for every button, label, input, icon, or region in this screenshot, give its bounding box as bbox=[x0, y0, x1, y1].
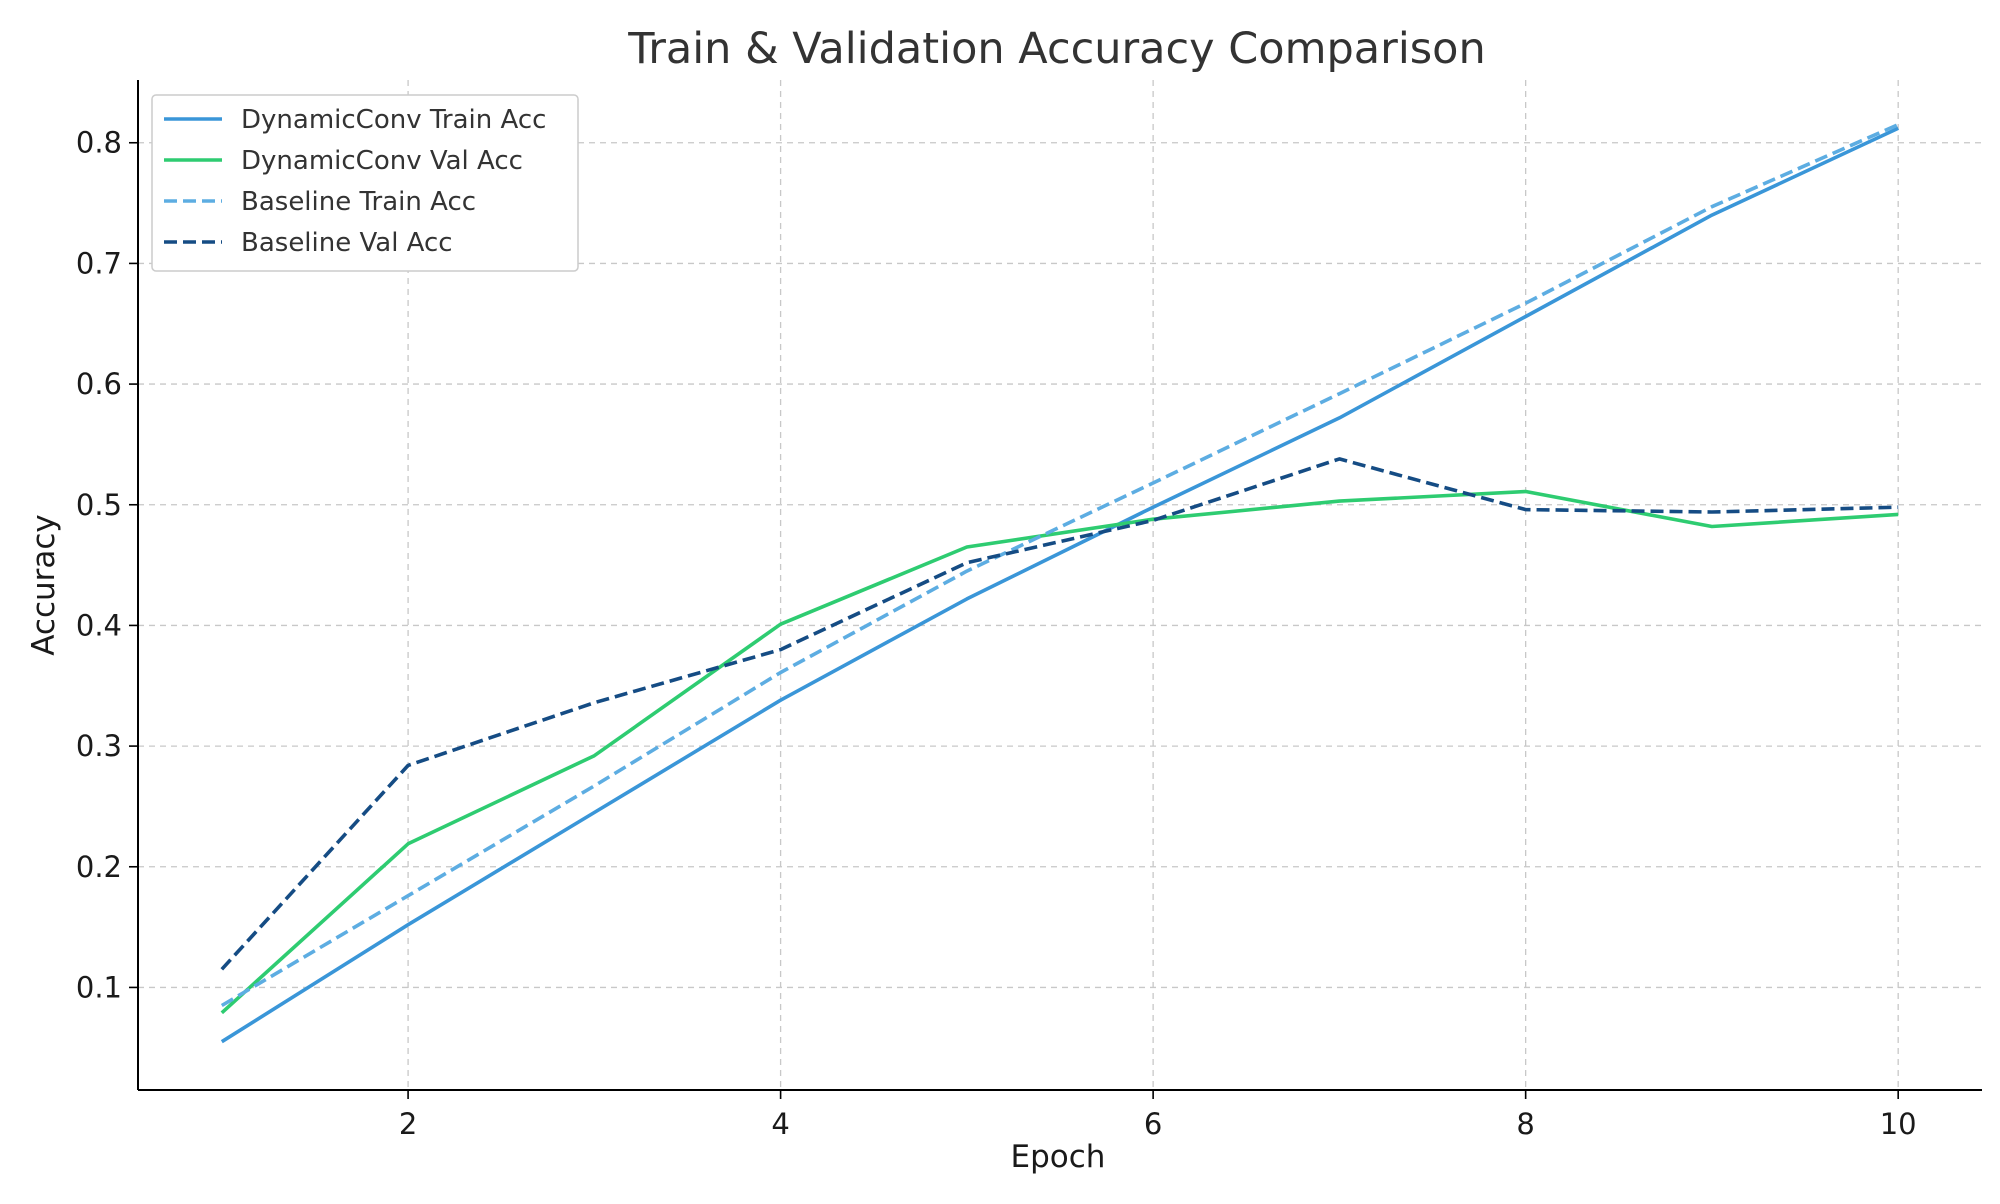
axes-layer bbox=[137, 80, 1982, 1091]
legend-label: Baseline Train Acc bbox=[241, 187, 476, 217]
y-tick-label: 0.7 bbox=[76, 246, 122, 280]
legend-label: DynamicConv Val Acc bbox=[241, 146, 523, 176]
x-tick-label: 6 bbox=[1144, 1107, 1162, 1141]
series-line-dynamicconv-train-acc bbox=[220, 126, 1899, 1044]
series-layer bbox=[220, 122, 1899, 1044]
y-tick-label: 0.2 bbox=[76, 850, 122, 884]
legend-label: DynamicConv Train Acc bbox=[241, 105, 546, 135]
legend-label: Baseline Val Acc bbox=[241, 228, 453, 258]
y-tick-label: 0.8 bbox=[76, 126, 122, 160]
x-tick-label: 10 bbox=[1880, 1107, 1917, 1141]
y-axis-label: Accuracy bbox=[26, 514, 62, 656]
y-tick-label: 0.1 bbox=[76, 970, 122, 1004]
x-tick-label: 4 bbox=[771, 1107, 789, 1141]
y-tick-label: 0.4 bbox=[76, 608, 122, 642]
ticks-layer: 2 4 6 8 10 0.1 0.2 0.3 0.4 0.5 0.6 0.7 0.8 bbox=[76, 126, 1917, 1141]
y-tick-label: 0.3 bbox=[76, 729, 122, 763]
legend-box bbox=[151, 94, 579, 272]
chart-title: Train & Validation Accuracy Comparison bbox=[627, 24, 1485, 74]
x-tick-label: 8 bbox=[1516, 1107, 1534, 1141]
x-axis-label: Epoch bbox=[1011, 1139, 1106, 1175]
y-tick-label: 0.5 bbox=[76, 488, 122, 522]
y-tick-label: 0.6 bbox=[76, 367, 122, 401]
series-line-dynamicconv-val-acc bbox=[220, 489, 1899, 1015]
series-line-baseline-train-acc bbox=[220, 122, 1899, 1008]
x-tick-label: 2 bbox=[399, 1107, 417, 1141]
series-line-baseline-val-acc bbox=[220, 457, 1899, 971]
legend: DynamicConv Train Acc DynamicConv Val Acc… bbox=[151, 94, 579, 272]
